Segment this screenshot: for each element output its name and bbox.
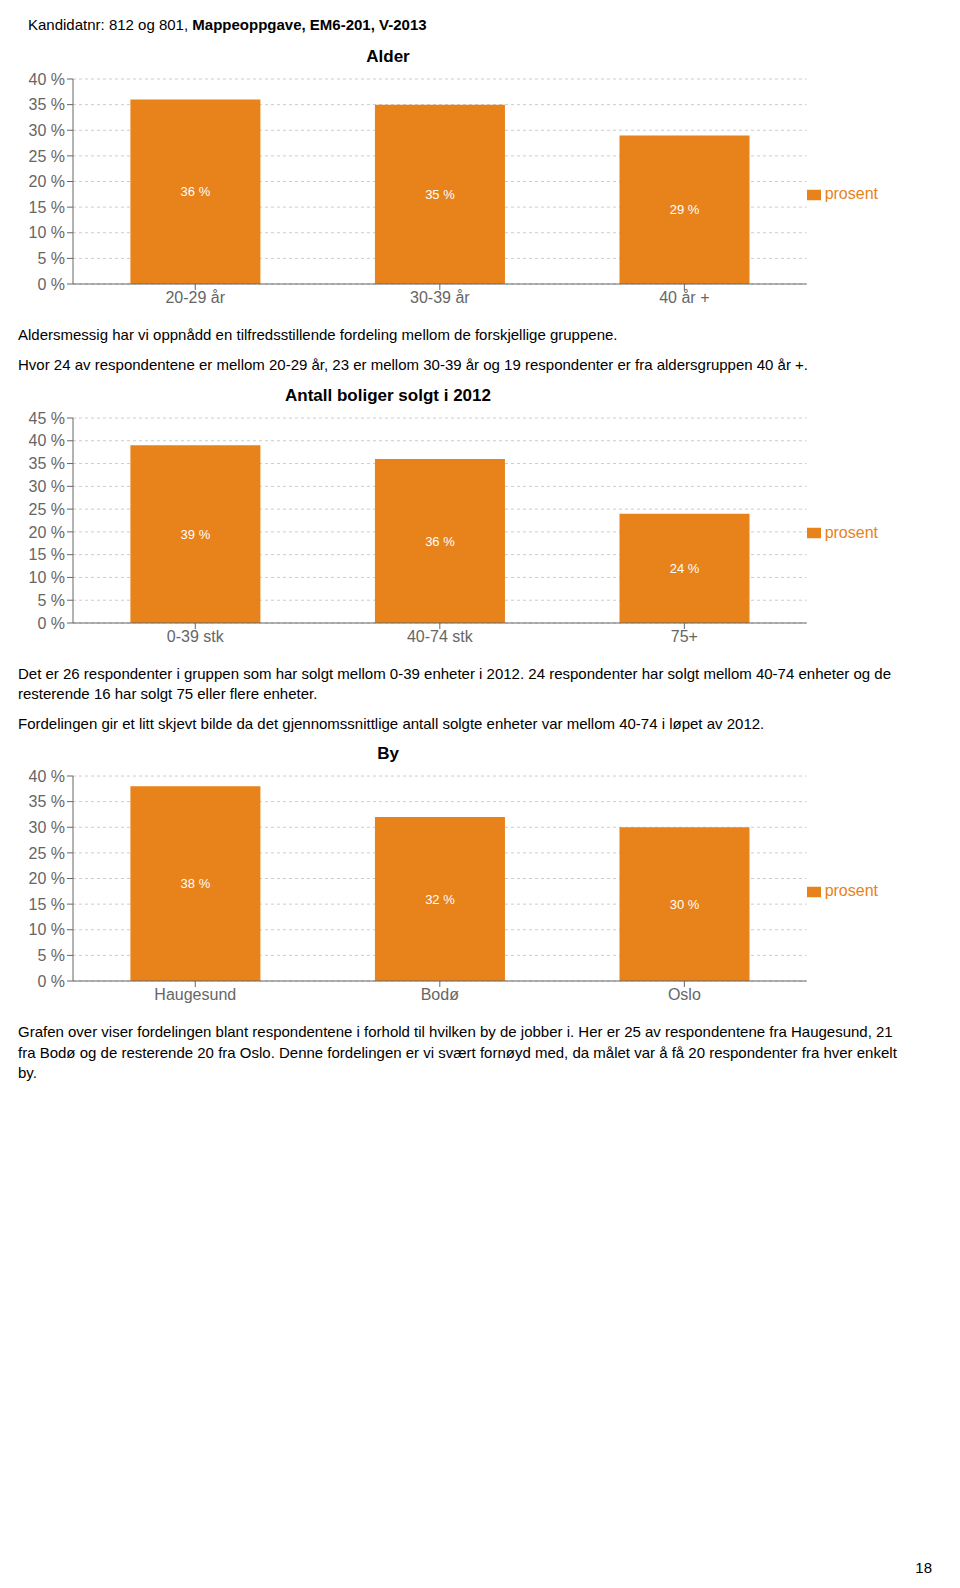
svg-text:15 %: 15 %: [29, 896, 65, 913]
svg-text:0 %: 0 %: [37, 973, 65, 990]
svg-text:25 %: 25 %: [29, 500, 65, 517]
svg-text:36 %: 36 %: [425, 533, 455, 548]
html-text:prosent: prosent: [824, 523, 878, 541]
html-text:Antall boliger solgt i 2012: Antall boliger solgt i 2012: [285, 385, 491, 405]
html-text:prosent: prosent: [824, 185, 878, 202]
svg-text:40-74 stk: 40-74 stk: [407, 628, 474, 645]
svg-text:30 %: 30 %: [670, 897, 700, 912]
svg-text:30 %: 30 %: [29, 122, 65, 139]
svg-text:15 %: 15 %: [29, 199, 65, 216]
html-text:Hvor 24 av respondentene er me: Hvor 24 av respondentene er mellom 20-29…: [18, 356, 808, 374]
svg-text:35 %: 35 %: [29, 96, 65, 113]
svg-text:30 %: 30 %: [29, 478, 65, 495]
svg-text:10 %: 10 %: [29, 922, 65, 939]
html-text:18: 18: [915, 1559, 932, 1576]
svg-text:39 %: 39 %: [181, 526, 211, 541]
svg-text:40 %: 40 %: [29, 71, 65, 88]
svg-text:24 %: 24 %: [670, 560, 700, 575]
html-text:Fordelingen gir et litt skjevt: Fordelingen gir et litt skjevt bilde da …: [18, 715, 765, 732]
html-text:Alder: Alder: [366, 47, 410, 66]
html-text:Det er 26 respondenter i grupp: Det er 26 respondenter i gruppen som har…: [18, 664, 891, 702]
svg-text:25 %: 25 %: [29, 845, 65, 862]
svg-text:35 %: 35 %: [29, 794, 65, 811]
svg-text:32 %: 32 %: [425, 892, 455, 907]
svg-text:35 %: 35 %: [29, 455, 65, 472]
svg-text:45 %: 45 %: [29, 409, 65, 426]
svg-text:30-39 år: 30-39 år: [410, 289, 470, 306]
svg-text:Oslo: Oslo: [668, 987, 701, 1004]
svg-text:20 %: 20 %: [29, 523, 65, 540]
svg-text:0 %: 0 %: [37, 614, 65, 631]
svg-text:75+: 75+: [671, 628, 698, 645]
svg-text:40 %: 40 %: [29, 768, 65, 785]
svg-text:20 %: 20 %: [29, 870, 65, 887]
svg-text:36 %: 36 %: [181, 184, 211, 199]
svg-text:Haugesund: Haugesund: [154, 987, 236, 1004]
svg-text:40 %: 40 %: [29, 432, 65, 449]
svg-text:35 %: 35 %: [425, 187, 455, 202]
html-text:Grafen over viser fordelingen: Grafen over viser fordelingen blant resp…: [18, 1023, 897, 1081]
html-text:Aldersmessig har vi oppnådd en: Aldersmessig har vi oppnådd en tilfredss…: [18, 326, 618, 343]
svg-text:10 %: 10 %: [29, 224, 65, 241]
svg-text:5 %: 5 %: [37, 591, 65, 608]
html-text:By: By: [377, 744, 399, 764]
svg-text:30 %: 30 %: [29, 819, 65, 836]
html-text:Kandidatnr: 812 og 801, Mappeo: Kandidatnr: 812 og 801, Mappeoppgave, EM…: [28, 16, 427, 33]
svg-text:5 %: 5 %: [37, 947, 65, 964]
svg-text:Bodø: Bodø: [421, 987, 459, 1004]
svg-text:25 %: 25 %: [29, 148, 65, 165]
svg-text:38 %: 38 %: [181, 876, 211, 891]
svg-text:0 %: 0 %: [37, 276, 65, 293]
svg-text:0-39 stk: 0-39 stk: [167, 628, 225, 645]
svg-text:29 %: 29 %: [670, 202, 700, 217]
svg-text:20-29 år: 20-29 år: [165, 289, 225, 306]
svg-text:40 år +: 40 år +: [659, 289, 709, 306]
svg-text:5 %: 5 %: [37, 250, 65, 267]
svg-text:15 %: 15 %: [29, 546, 65, 563]
html-text:prosent: prosent: [824, 882, 878, 900]
svg-text:10 %: 10 %: [29, 569, 65, 586]
svg-text:20 %: 20 %: [29, 173, 65, 190]
